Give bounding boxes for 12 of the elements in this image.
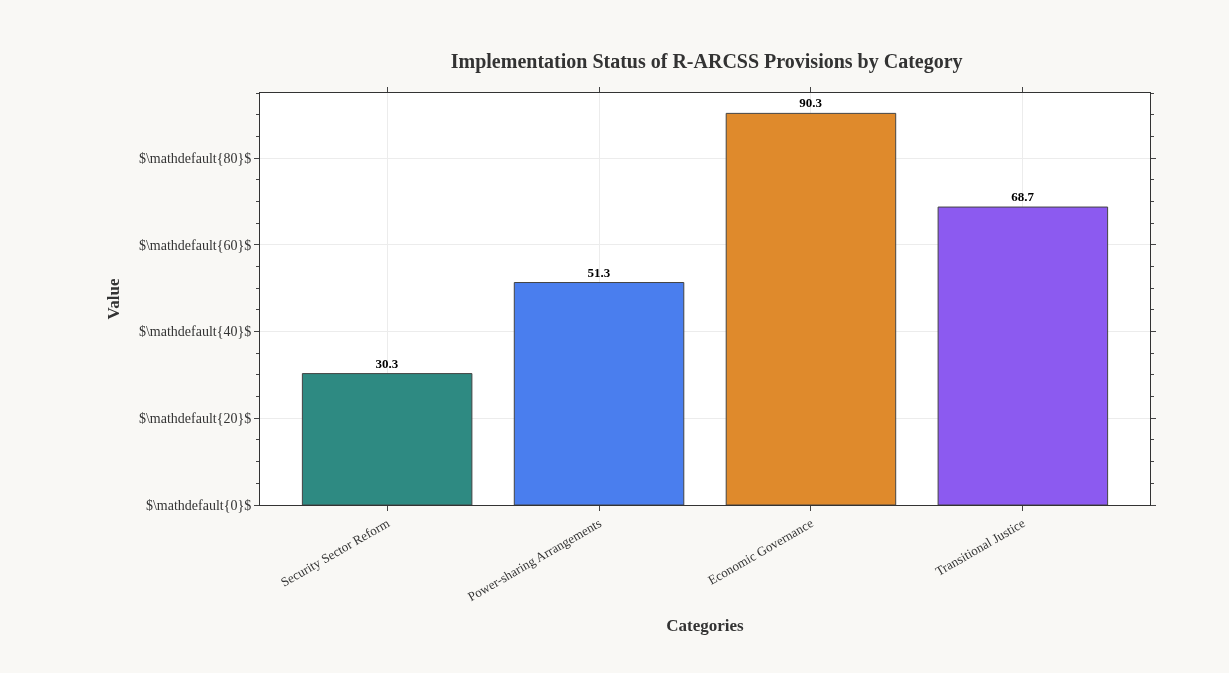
y-tick-label: $\mathdefault{20}$ xyxy=(139,411,252,427)
y-axis-title: Value xyxy=(103,278,123,320)
data-label: 68.7 xyxy=(1011,189,1035,205)
data-label: 90.3 xyxy=(799,95,823,111)
y-tick-label: $\mathdefault{0}$ xyxy=(146,497,252,513)
y-tick-label: $\mathdefault{60}$ xyxy=(139,237,252,253)
y-tick-label: $\mathdefault{80}$ xyxy=(139,150,252,166)
data-label: 51.3 xyxy=(587,264,611,280)
x-axis-title: Categories xyxy=(666,615,745,635)
data-label: 30.3 xyxy=(375,355,399,371)
y-tick-label: $\mathdefault{40}$ xyxy=(139,324,252,340)
chart-title: Implementation Status of R-ARCSS Provisions by Category xyxy=(450,49,963,73)
